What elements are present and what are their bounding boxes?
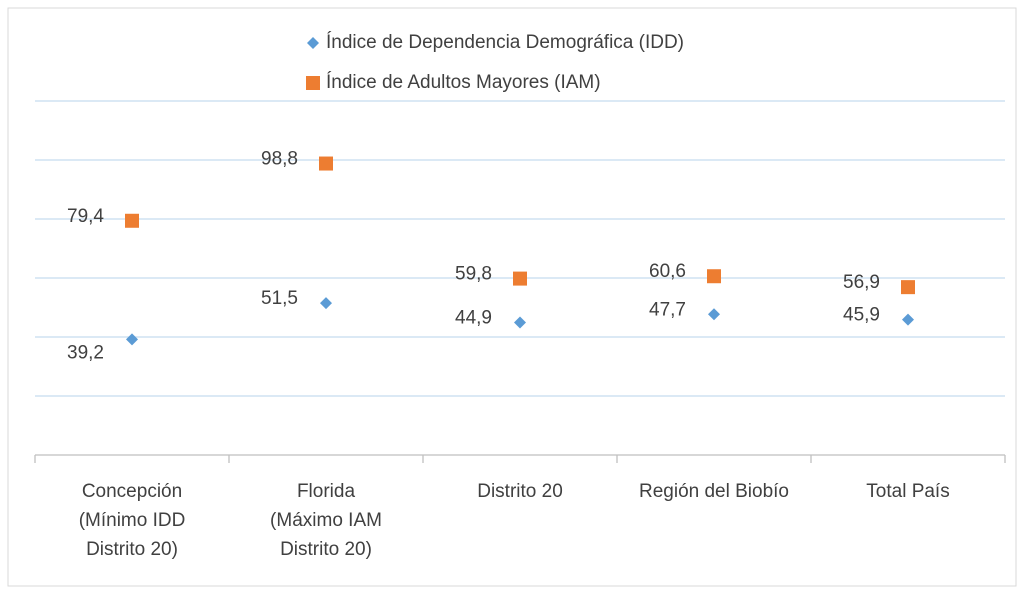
x-tick-label: Total País <box>866 481 950 502</box>
data-point <box>707 269 721 284</box>
data-label: 47,7 <box>649 299 686 320</box>
data-point <box>901 280 915 295</box>
data-point <box>708 308 720 321</box>
data-label: 60,6 <box>649 261 686 282</box>
data-point <box>319 156 333 171</box>
data-point <box>125 213 139 228</box>
data-point <box>514 316 526 329</box>
data-label: 98,8 <box>261 149 298 170</box>
data-label: 44,9 <box>455 308 492 329</box>
x-tick-label: Florida (Máximo IAM Distrito 20) <box>270 481 382 560</box>
data-label: 45,9 <box>843 305 880 326</box>
legend-label: Índice de Dependencia Demográfica (IDD) <box>326 32 684 53</box>
data-label: 79,4 <box>67 206 104 227</box>
data-point <box>126 333 138 346</box>
data-point <box>513 271 527 286</box>
chart-border <box>7 7 1017 587</box>
data-point <box>902 313 914 326</box>
data-label: 51,5 <box>261 288 298 309</box>
x-tick-label: Concepción (Mínimo IDD Distrito 20) <box>78 481 186 560</box>
data-point <box>320 297 332 310</box>
data-point <box>306 76 320 90</box>
data-point <box>307 37 319 49</box>
data-label: 39,2 <box>67 342 104 363</box>
data-label: 59,8 <box>455 264 492 285</box>
x-tick-label: Distrito 20 <box>477 481 563 502</box>
legend-label: Índice de Adultos Mayores (IAM) <box>326 72 601 93</box>
x-tick-label: Región del Biobío <box>639 481 789 502</box>
data-label: 56,9 <box>843 272 880 293</box>
